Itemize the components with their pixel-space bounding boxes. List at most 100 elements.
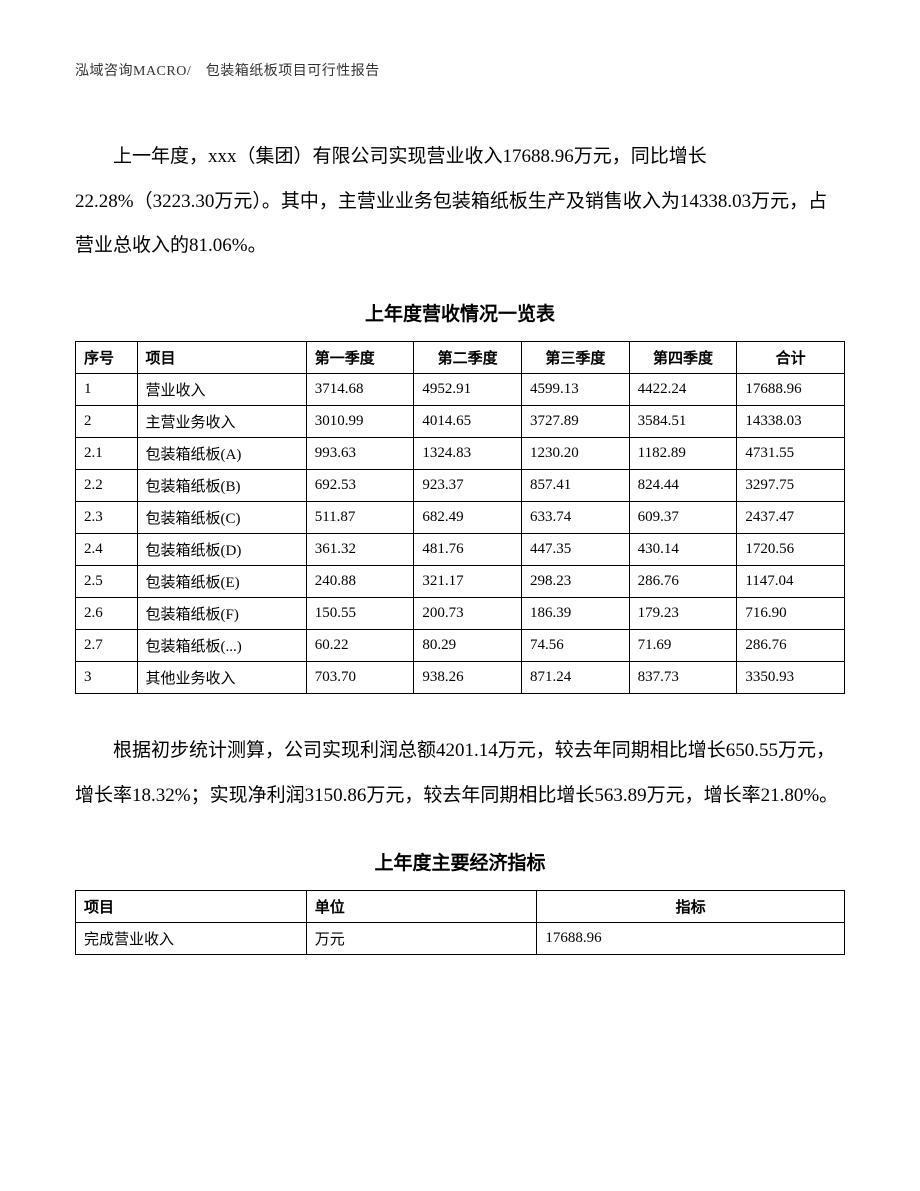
- table-cell: 完成营业收入: [76, 923, 307, 955]
- table-cell: 3714.68: [306, 373, 414, 405]
- table-cell: 3: [76, 661, 138, 693]
- table1-body: 1营业收入3714.684952.914599.134422.2417688.9…: [76, 373, 845, 693]
- table-cell: 71.69: [629, 629, 737, 661]
- table-cell: 824.44: [629, 469, 737, 501]
- table-cell: 3350.93: [737, 661, 845, 693]
- table-cell: 2.6: [76, 597, 138, 629]
- table-cell: 361.32: [306, 533, 414, 565]
- table-cell: 511.87: [306, 501, 414, 533]
- table-cell: 60.22: [306, 629, 414, 661]
- table-cell: 4952.91: [414, 373, 522, 405]
- table1-title: 上年度营收情况一览表: [75, 299, 845, 326]
- table-cell: 1230.20: [522, 437, 630, 469]
- table-cell: 286.76: [629, 565, 737, 597]
- table-cell: 4014.65: [414, 405, 522, 437]
- table-row: 2.4包装箱纸板(D)361.32481.76447.35430.141720.…: [76, 533, 845, 565]
- table-row: 3其他业务收入703.70938.26871.24837.733350.93: [76, 661, 845, 693]
- table-row: 2.3包装箱纸板(C)511.87682.49633.74609.372437.…: [76, 501, 845, 533]
- table-cell: 包装箱纸板(C): [137, 501, 306, 533]
- table-row: 2主营业务收入3010.994014.653727.893584.5114338…: [76, 405, 845, 437]
- col-header: 第四季度: [629, 341, 737, 373]
- table-cell: 481.76: [414, 533, 522, 565]
- table-cell: 837.73: [629, 661, 737, 693]
- table-cell: 200.73: [414, 597, 522, 629]
- table-cell: 2.3: [76, 501, 138, 533]
- table-cell: 3297.75: [737, 469, 845, 501]
- page-header: 泓域咨询MACRO/ 包装箱纸板项目可行性报告: [75, 60, 845, 80]
- col-header: 第一季度: [306, 341, 414, 373]
- table-cell: 2.2: [76, 469, 138, 501]
- table-cell: 298.23: [522, 565, 630, 597]
- table-cell: 80.29: [414, 629, 522, 661]
- table-cell: 1720.56: [737, 533, 845, 565]
- indicator-table: 项目 单位 指标 完成营业收入万元17688.96: [75, 890, 845, 955]
- col-header: 单位: [306, 891, 537, 923]
- col-header: 第三季度: [522, 341, 630, 373]
- table-cell: 633.74: [522, 501, 630, 533]
- table-cell: 682.49: [414, 501, 522, 533]
- table-cell: 993.63: [306, 437, 414, 469]
- table-cell: 2.5: [76, 565, 138, 597]
- table-cell: 871.24: [522, 661, 630, 693]
- table-cell: 286.76: [737, 629, 845, 661]
- paragraph-2: 根据初步统计测算，公司实现利润总额4201.14万元，较去年同期相比增长650.…: [75, 729, 845, 818]
- table-cell: 主营业务收入: [137, 405, 306, 437]
- table-cell: 1147.04: [737, 565, 845, 597]
- col-header: 项目: [137, 341, 306, 373]
- table-cell: 14338.03: [737, 405, 845, 437]
- table-row: 2.2包装箱纸板(B)692.53923.37857.41824.443297.…: [76, 469, 845, 501]
- table-row: 完成营业收入万元17688.96: [76, 923, 845, 955]
- table-cell: 17688.96: [537, 923, 845, 955]
- table-cell: 1324.83: [414, 437, 522, 469]
- table-cell: 包装箱纸板(F): [137, 597, 306, 629]
- revenue-table: 序号 项目 第一季度 第二季度 第三季度 第四季度 合计 1营业收入3714.6…: [75, 341, 845, 694]
- table-cell: 4422.24: [629, 373, 737, 405]
- table-cell: 1182.89: [629, 437, 737, 469]
- table-cell: 179.23: [629, 597, 737, 629]
- table-cell: 716.90: [737, 597, 845, 629]
- table-cell: 营业收入: [137, 373, 306, 405]
- table-row: 2.1包装箱纸板(A)993.631324.831230.201182.8947…: [76, 437, 845, 469]
- table-cell: 包装箱纸板(D): [137, 533, 306, 565]
- table-cell: 2437.47: [737, 501, 845, 533]
- table-cell: 2: [76, 405, 138, 437]
- table-cell: 186.39: [522, 597, 630, 629]
- col-header: 指标: [537, 891, 845, 923]
- table-cell: 2.1: [76, 437, 138, 469]
- table-row: 1营业收入3714.684952.914599.134422.2417688.9…: [76, 373, 845, 405]
- table-cell: 857.41: [522, 469, 630, 501]
- table-cell: 3727.89: [522, 405, 630, 437]
- table-cell: 4599.13: [522, 373, 630, 405]
- table-header-row: 序号 项目 第一季度 第二季度 第三季度 第四季度 合计: [76, 341, 845, 373]
- table-cell: 240.88: [306, 565, 414, 597]
- table-cell: 1: [76, 373, 138, 405]
- table-row: 2.7包装箱纸板(...)60.2280.2974.5671.69286.76: [76, 629, 845, 661]
- table-cell: 692.53: [306, 469, 414, 501]
- col-header: 项目: [76, 891, 307, 923]
- table-cell: 150.55: [306, 597, 414, 629]
- table-cell: 3584.51: [629, 405, 737, 437]
- table-cell: 包装箱纸板(A): [137, 437, 306, 469]
- table-cell: 万元: [306, 923, 537, 955]
- table-row: 2.5包装箱纸板(E)240.88321.17298.23286.761147.…: [76, 565, 845, 597]
- table-cell: 包装箱纸板(...): [137, 629, 306, 661]
- table-cell: 其他业务收入: [137, 661, 306, 693]
- table-cell: 17688.96: [737, 373, 845, 405]
- table-cell: 2.7: [76, 629, 138, 661]
- table-cell: 447.35: [522, 533, 630, 565]
- table-cell: 包装箱纸板(E): [137, 565, 306, 597]
- table-cell: 703.70: [306, 661, 414, 693]
- table2-body: 完成营业收入万元17688.96: [76, 923, 845, 955]
- paragraph-1: 上一年度，xxx（集团）有限公司实现营业收入17688.96万元，同比增长22.…: [75, 135, 845, 269]
- table-header-row: 项目 单位 指标: [76, 891, 845, 923]
- col-header: 序号: [76, 341, 138, 373]
- col-header: 合计: [737, 341, 845, 373]
- table-cell: 430.14: [629, 533, 737, 565]
- table-cell: 3010.99: [306, 405, 414, 437]
- table2-title: 上年度主要经济指标: [75, 848, 845, 875]
- table-cell: 938.26: [414, 661, 522, 693]
- table-cell: 2.4: [76, 533, 138, 565]
- table-cell: 609.37: [629, 501, 737, 533]
- table-row: 2.6包装箱纸板(F)150.55200.73186.39179.23716.9…: [76, 597, 845, 629]
- table-cell: 包装箱纸板(B): [137, 469, 306, 501]
